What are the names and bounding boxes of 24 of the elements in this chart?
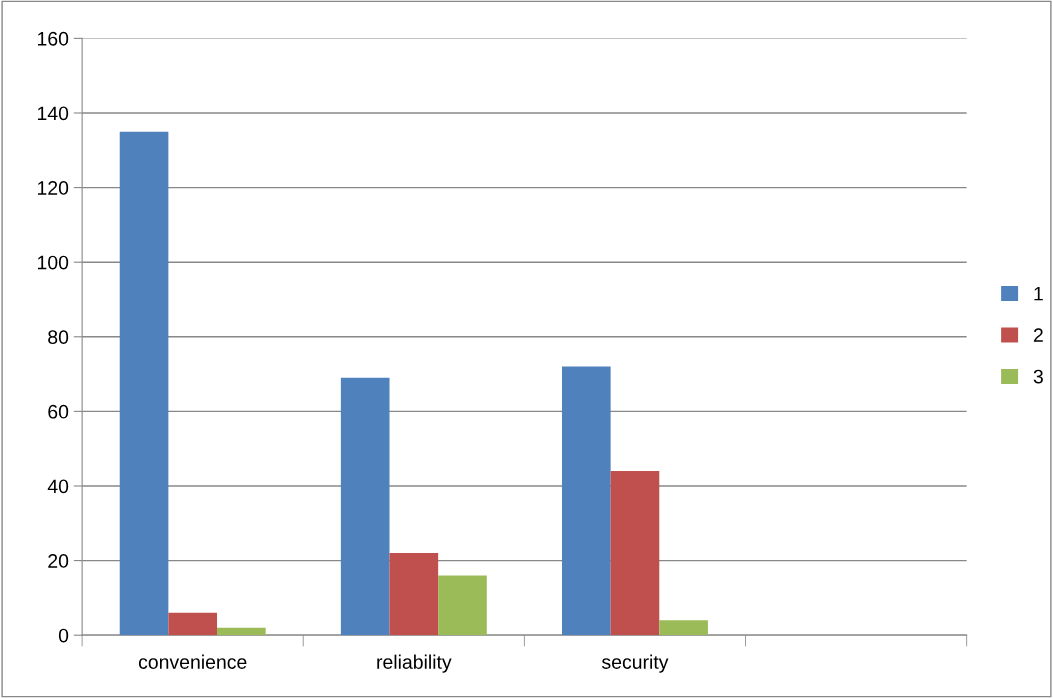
bar bbox=[340, 377, 390, 636]
legend-label: 1 bbox=[1034, 286, 1043, 301]
bar bbox=[217, 627, 266, 636]
y-tick-label: 100 bbox=[37, 255, 69, 270]
bar bbox=[659, 620, 708, 636]
legend-label: 2 bbox=[1033, 328, 1043, 342]
y-tick-label: 120 bbox=[37, 181, 69, 195]
legend-label: 3 bbox=[1033, 369, 1043, 384]
bar bbox=[561, 366, 611, 636]
y-tick-label: 20 bbox=[48, 554, 69, 568]
y-tick-label: 80 bbox=[48, 330, 69, 345]
x-tick-label: reliability bbox=[377, 654, 452, 673]
y-tick-label: 60 bbox=[48, 404, 69, 419]
bar bbox=[168, 612, 218, 636]
y-tick-label: 160 bbox=[37, 31, 69, 46]
y-tick-label: 40 bbox=[47, 479, 69, 494]
y-tick-label: 140 bbox=[37, 106, 69, 121]
bar bbox=[438, 575, 487, 636]
bar bbox=[610, 471, 660, 636]
y-tick-label: 0 bbox=[58, 628, 69, 643]
x-tick-label: security bbox=[602, 654, 669, 673]
bar bbox=[389, 553, 439, 636]
x-tick-label: convenience bbox=[138, 654, 247, 669]
bar bbox=[119, 131, 169, 636]
